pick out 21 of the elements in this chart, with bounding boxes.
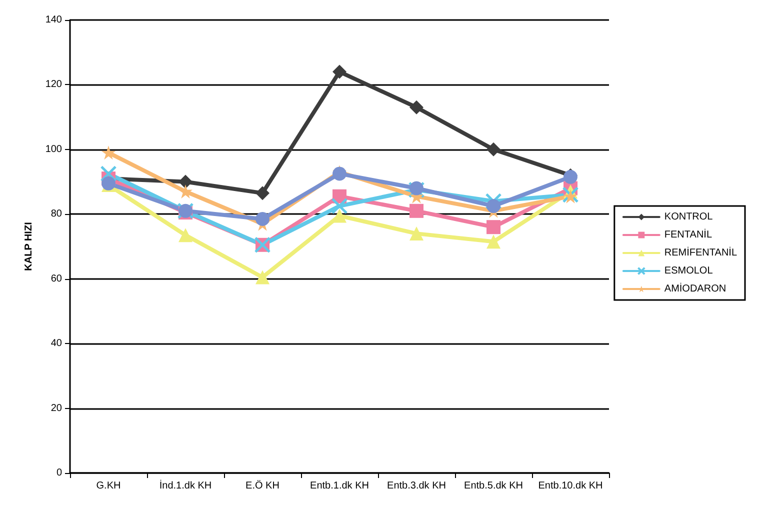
y-tick-label: 0 bbox=[56, 468, 62, 478]
y-tick-label: 80 bbox=[50, 208, 62, 220]
y-tick-label: 100 bbox=[45, 144, 62, 155]
x-tick-label: Entb.5.dk KH bbox=[464, 480, 523, 492]
y-tick-label: 140 bbox=[45, 14, 62, 26]
x-tick-label: İnd.1.dk KH bbox=[159, 480, 212, 492]
x-tick-label: G.KH bbox=[96, 480, 121, 492]
x-tick-label: Entb.3.dk KH bbox=[387, 480, 446, 492]
y-tick-label: 60 bbox=[50, 273, 62, 284]
x-tick-label: Entb.10.dk KH bbox=[538, 480, 603, 492]
y-tick-label: 20 bbox=[50, 402, 62, 414]
x-tick-label: E.Ö KH bbox=[246, 480, 280, 492]
y-tick-label: 120 bbox=[45, 79, 62, 90]
legend-label: KONTROL bbox=[664, 212, 714, 222]
legend-label: REMİFENTANİL bbox=[664, 246, 738, 258]
legend-label: ESMOLOL bbox=[664, 266, 714, 276]
legend-label: FENTANİL bbox=[664, 228, 712, 240]
y-tick-label: 40 bbox=[50, 338, 62, 350]
legend-label: AMİODARON bbox=[664, 282, 726, 294]
y-axis-title: KALP HIZI bbox=[24, 222, 34, 271]
x-tick-label: Entb.1.dk KH bbox=[310, 480, 369, 492]
